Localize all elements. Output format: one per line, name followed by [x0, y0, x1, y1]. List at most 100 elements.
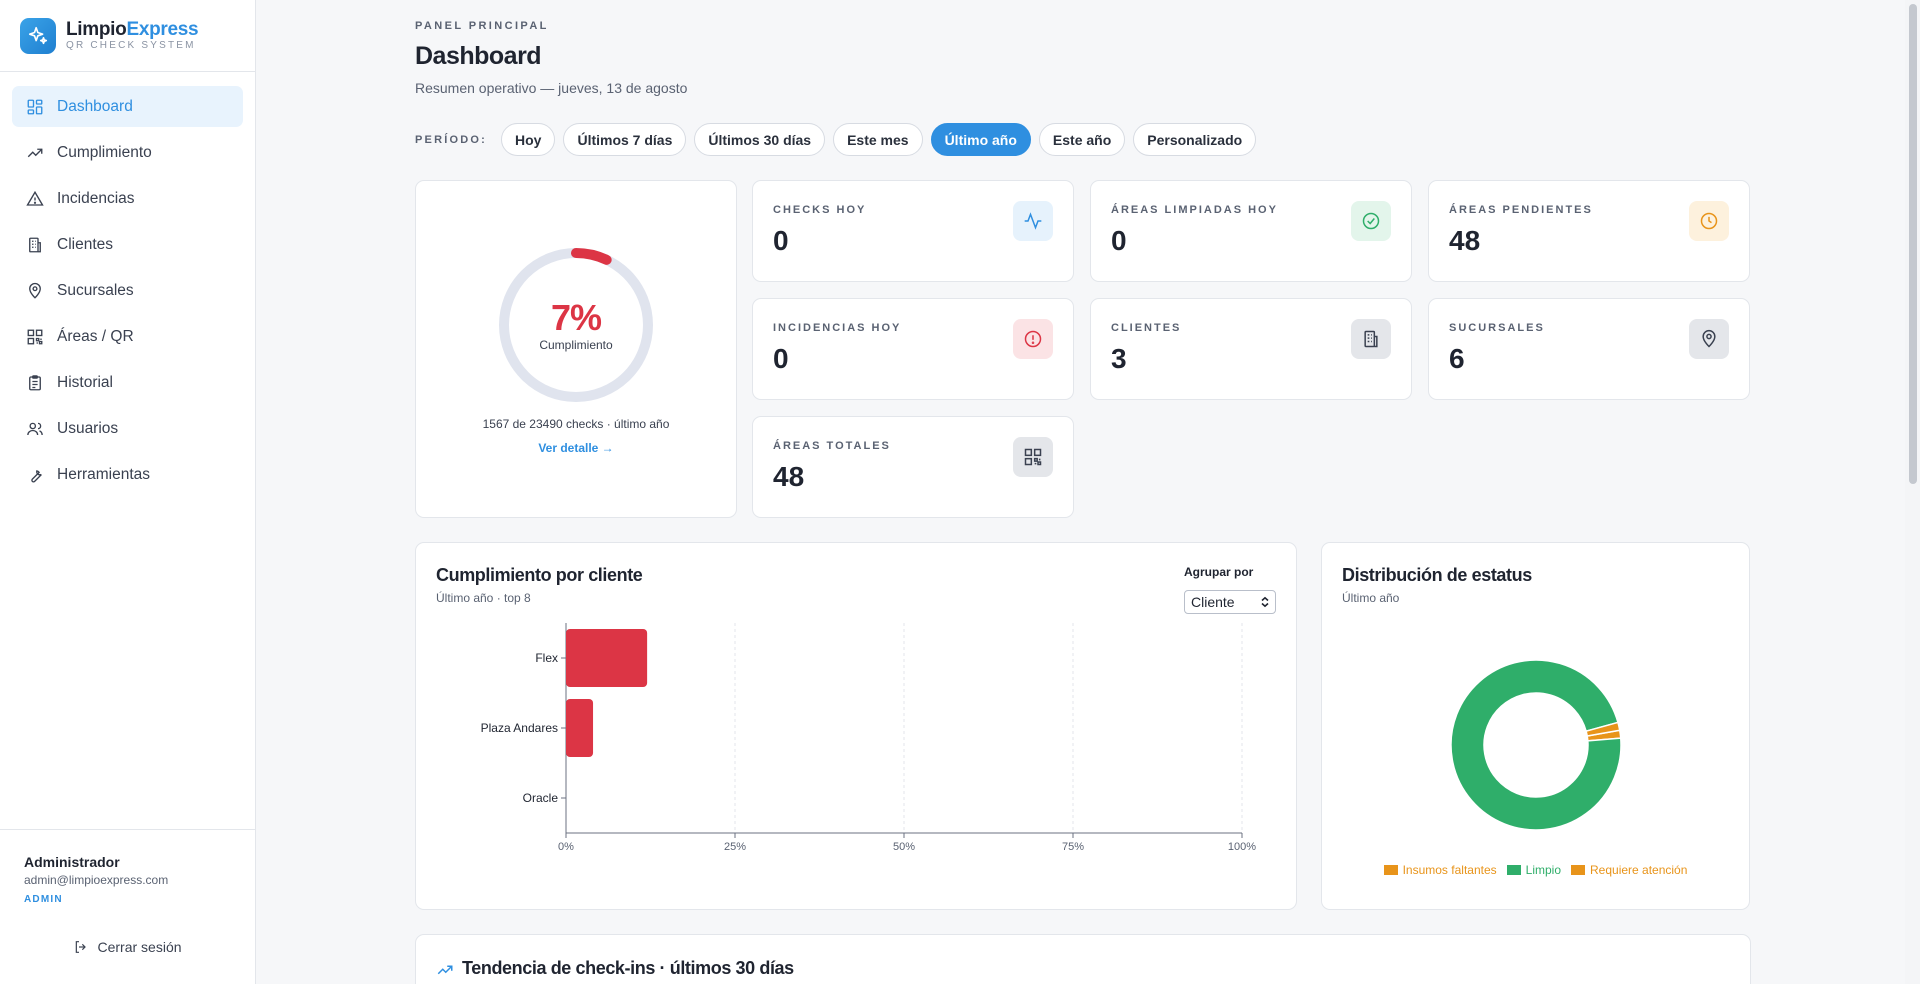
- page-eyebrow: PANEL PRINCIPAL: [415, 20, 549, 32]
- users-icon: [27, 422, 43, 435]
- sidebar-item-label: Historial: [57, 373, 113, 391]
- sidebar-item-sucursales[interactable]: Sucursales: [12, 270, 243, 311]
- period-personalizado[interactable]: Personalizado: [1133, 123, 1257, 156]
- bar: [566, 699, 594, 757]
- warning-icon: [26, 190, 44, 206]
- scrollbar[interactable]: [1905, 0, 1920, 984]
- chevron-up-down-icon: [1261, 596, 1269, 608]
- kpi-value: 3: [1111, 343, 1127, 374]
- sidebar-item-label: Sucursales: [57, 281, 134, 299]
- logout-button[interactable]: Cerrar sesión: [24, 939, 231, 955]
- logout-icon: [76, 941, 87, 953]
- kpi-value: 0: [773, 225, 789, 256]
- sidebar-item-label: Usuarios: [57, 419, 119, 437]
- legend-item[interactable]: Requiere atención: [1571, 863, 1687, 877]
- legend-label: Requiere atención: [1590, 863, 1688, 877]
- map-pin-icon: [1689, 319, 1729, 359]
- building-icon: [1351, 319, 1391, 359]
- kpi-areas-pendientes: ÁREAS PENDIENTES 48: [1428, 180, 1750, 282]
- sidebar-item-incidencias[interactable]: Incidencias: [12, 178, 243, 219]
- legend-item[interactable]: Insumos faltantes: [1383, 863, 1497, 877]
- kpi-areas-limpiadas-hoy: ÁREAS LIMPIADAS HOY 0: [1090, 180, 1412, 282]
- group-by-value: Cliente: [1191, 594, 1235, 610]
- sidebar-item-dashboard[interactable]: Dashboard: [12, 86, 243, 127]
- kpi-value: 48: [1449, 225, 1481, 256]
- bar: [566, 629, 648, 687]
- compliance-gauge-card: 7% Cumplimiento 1567 de 23490 checks · ú…: [415, 180, 737, 518]
- kpi-checks-hoy: CHECKS HOY 0: [752, 180, 1074, 282]
- sidebar-item-usuarios[interactable]: Usuarios: [12, 408, 243, 449]
- gauge-label: Cumplimiento: [539, 338, 613, 352]
- user-role-badge: ADMIN: [24, 894, 63, 905]
- section-subtitle: Último año: [1342, 591, 1400, 605]
- kpi-sucursales: SUCURSALES 6: [1428, 298, 1750, 400]
- scrollbar-thumb[interactable]: [1909, 4, 1917, 484]
- gauge-percent: 7%: [550, 297, 602, 338]
- sidebar-item-clientes[interactable]: Clientes: [12, 224, 243, 265]
- sidebar-item-label: Incidencias: [57, 189, 135, 207]
- x-tick-label: 50%: [893, 841, 915, 853]
- clipboard-icon: [29, 374, 41, 390]
- compliance-by-client-card: Cumplimiento por cliente Último año · to…: [415, 542, 1297, 910]
- section-title: Tendencia de check-ins · últimos 30 días: [462, 958, 794, 978]
- legend-item[interactable]: Limpio: [1506, 863, 1561, 877]
- sidebar: LimpioExpress QR CHECK SYSTEM Dashboard …: [0, 0, 256, 984]
- legend-swatch: [1383, 865, 1398, 875]
- period-ultimos-30-dias[interactable]: Últimos 30 días: [694, 123, 826, 156]
- period-ultimos-7-dias[interactable]: Últimos 7 días: [563, 123, 687, 156]
- main-content: PANEL PRINCIPAL Dashboard Resumen operat…: [256, 0, 1920, 984]
- period-hoy[interactable]: Hoy: [501, 123, 556, 156]
- clock-icon: [1689, 201, 1729, 241]
- kpi-label: CHECKS HOY: [773, 204, 867, 216]
- kpi-value: 0: [1111, 225, 1127, 256]
- status-distribution-card: Distribución de estatus Último año Insum…: [1321, 542, 1750, 910]
- view-detail-link[interactable]: Ver detalle →: [538, 441, 614, 455]
- brand-name-part1: Limpio: [66, 19, 127, 40]
- period-filter: PERÍODO: Hoy Últimos 7 días Últimos 30 d…: [415, 123, 1257, 156]
- period-ultimo-ano[interactable]: Último año: [930, 123, 1031, 156]
- kpi-areas-totales: ÁREAS TOTALES 48: [752, 416, 1074, 518]
- sidebar-item-label: Cumplimiento: [57, 143, 152, 161]
- brand-subtitle: QR CHECK SYSTEM: [66, 40, 196, 51]
- kpi-value: 0: [773, 343, 789, 374]
- trend-icon: [437, 965, 453, 975]
- sidebar-item-areas-qr[interactable]: Áreas / QR: [12, 316, 243, 357]
- sidebar-nav: Dashboard Cumplimiento Incidencias Clien…: [0, 72, 255, 829]
- kpi-label: INCIDENCIAS HOY: [773, 322, 902, 334]
- sidebar-item-herramientas[interactable]: Herramientas: [12, 454, 243, 495]
- compliance-gauge: [499, 248, 653, 402]
- kpi-clientes: CLIENTES 3: [1090, 298, 1412, 400]
- page-subtitle: Resumen operativo — jueves, 13 de agosto: [415, 80, 688, 96]
- donut-slice: [1450, 659, 1622, 831]
- section-title: Cumplimiento por cliente: [436, 565, 643, 585]
- y-tick-label: Oracle: [523, 791, 559, 805]
- legend-swatch: [1506, 865, 1521, 875]
- alert-circle-icon: [1013, 319, 1053, 359]
- group-by-select[interactable]: Cliente: [1184, 590, 1276, 614]
- status-legend: Insumos faltantes Limpio Requiere atención: [1322, 863, 1749, 877]
- section-title: Distribución de estatus: [1342, 565, 1532, 585]
- sidebar-item-label: Áreas / QR: [57, 327, 134, 345]
- y-tick-label: Flex: [535, 651, 558, 665]
- period-este-mes[interactable]: Este mes: [833, 123, 923, 156]
- check-circle-icon: [1351, 201, 1391, 241]
- kpi-incidencias-hoy: INCIDENCIAS HOY 0: [752, 298, 1074, 400]
- x-tick-label: 100%: [1228, 841, 1256, 853]
- brand[interactable]: LimpioExpress QR CHECK SYSTEM: [0, 0, 255, 72]
- grid-icon: [27, 99, 43, 114]
- sidebar-item-cumplimiento[interactable]: Cumplimiento: [12, 132, 243, 173]
- sidebar-item-historial[interactable]: Historial: [12, 362, 243, 403]
- logout-label: Cerrar sesión: [97, 939, 182, 955]
- x-tick-label: 0%: [558, 841, 574, 853]
- page-title: Dashboard: [415, 42, 542, 70]
- period-este-ano[interactable]: Este año: [1038, 123, 1126, 156]
- y-tick-label: Plaza Andares: [481, 721, 558, 735]
- group-by-label: Agrupar por: [1184, 565, 1254, 579]
- trend-icon: [27, 148, 43, 157]
- kpi-label: ÁREAS PENDIENTES: [1449, 204, 1593, 216]
- sidebar-item-label: Dashboard: [57, 97, 133, 115]
- section-subtitle: Último año · top 8: [436, 591, 531, 605]
- sidebar-item-label: Clientes: [57, 235, 113, 253]
- kpi-label: ÁREAS LIMPIADAS HOY: [1111, 204, 1278, 216]
- user-name: Administrador: [24, 854, 120, 870]
